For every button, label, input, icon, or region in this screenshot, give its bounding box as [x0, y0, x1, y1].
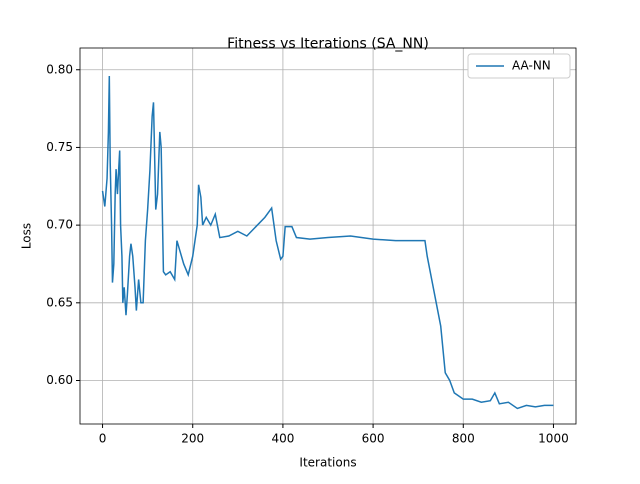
y-tick-label: 0.70	[46, 218, 73, 232]
x-tick-label: 0	[99, 432, 107, 446]
plot-frame	[79, 47, 577, 425]
x-tick-label: 1000	[538, 432, 569, 446]
y-tick-label: 0.65	[46, 295, 73, 309]
x-tick-label: 600	[362, 432, 385, 446]
legend-box	[467, 53, 571, 79]
x-tick-label: 200	[181, 432, 204, 446]
y-tick-label: 0.80	[46, 62, 73, 76]
y-tick-label: 0.60	[46, 373, 73, 387]
y-axis-label: Loss	[20, 223, 34, 249]
chart-title: Fitness vs Iterations (SA_NN)	[227, 36, 429, 52]
data-line	[101, 75, 554, 410]
y-tick-label: 0.75	[46, 140, 73, 154]
legend-label: AA-NN	[512, 59, 551, 73]
x-tick-label: 800	[452, 432, 475, 446]
x-axis-label: Iterations	[299, 456, 356, 470]
x-tick-label: 400	[271, 432, 294, 446]
